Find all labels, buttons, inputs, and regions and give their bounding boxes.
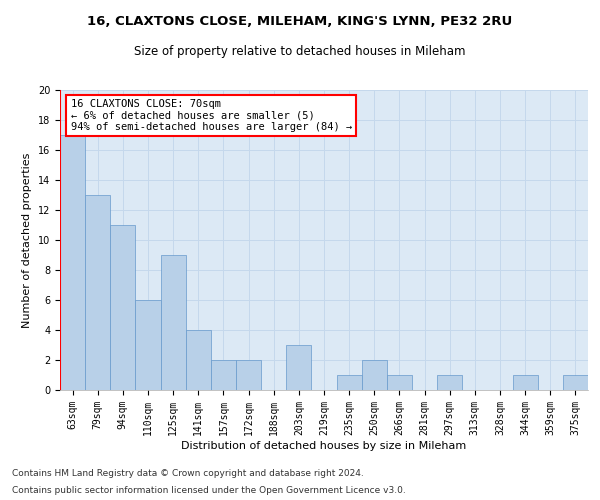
- Y-axis label: Number of detached properties: Number of detached properties: [22, 152, 32, 328]
- X-axis label: Distribution of detached houses by size in Mileham: Distribution of detached houses by size …: [181, 440, 467, 450]
- Bar: [161, 255, 186, 390]
- Text: Contains HM Land Registry data © Crown copyright and database right 2024.: Contains HM Land Registry data © Crown c…: [12, 468, 364, 477]
- Bar: [60, 135, 85, 390]
- Bar: [136, 300, 161, 390]
- Bar: [85, 195, 110, 390]
- Bar: [236, 360, 261, 390]
- Bar: [110, 225, 136, 390]
- Text: Size of property relative to detached houses in Mileham: Size of property relative to detached ho…: [134, 45, 466, 58]
- Bar: [186, 330, 211, 390]
- Bar: [337, 375, 362, 390]
- Bar: [563, 375, 588, 390]
- Bar: [362, 360, 387, 390]
- Text: Contains public sector information licensed under the Open Government Licence v3: Contains public sector information licen…: [12, 486, 406, 495]
- Bar: [387, 375, 412, 390]
- Bar: [211, 360, 236, 390]
- Bar: [437, 375, 462, 390]
- Text: 16, CLAXTONS CLOSE, MILEHAM, KING'S LYNN, PE32 2RU: 16, CLAXTONS CLOSE, MILEHAM, KING'S LYNN…: [88, 15, 512, 28]
- Text: 16 CLAXTONS CLOSE: 70sqm
← 6% of detached houses are smaller (5)
94% of semi-det: 16 CLAXTONS CLOSE: 70sqm ← 6% of detache…: [71, 99, 352, 132]
- Bar: [512, 375, 538, 390]
- Bar: [286, 345, 311, 390]
